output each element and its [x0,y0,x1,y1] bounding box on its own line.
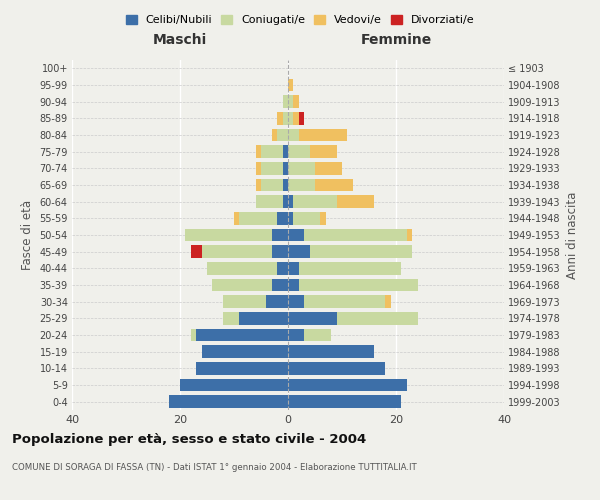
Text: Maschi: Maschi [153,32,207,46]
Bar [239,212,277,224]
Bar [283,162,288,174]
Bar [288,329,304,341]
Bar [293,212,320,224]
Bar [266,296,288,308]
Text: COMUNE DI SORAGA DI FASSA (TN) - Dati ISTAT 1° gennaio 2004 - Elaborazione TUTTI: COMUNE DI SORAGA DI FASSA (TN) - Dati IS… [12,462,417,471]
Bar [196,362,288,374]
Bar [180,379,288,391]
Bar [283,196,288,208]
Bar [272,246,288,258]
Bar [310,146,337,158]
Bar [256,162,261,174]
Bar [256,179,261,192]
Bar [277,129,288,141]
Bar [337,312,418,324]
Bar [288,229,304,241]
Bar [256,196,283,208]
Bar [272,229,288,241]
Bar [288,279,299,291]
Bar [277,262,288,274]
Bar [320,212,326,224]
Bar [191,329,196,341]
Bar [283,146,288,158]
Bar [304,329,331,341]
Bar [385,296,391,308]
Bar [272,129,277,141]
Text: Femmine: Femmine [361,32,431,46]
Bar [202,246,272,258]
Bar [288,346,374,358]
Y-axis label: Fasce di età: Fasce di età [21,200,34,270]
Bar [299,262,401,274]
Bar [239,312,288,324]
Bar [207,262,277,274]
Bar [202,346,288,358]
Legend: Celibi/Nubili, Coniugati/e, Vedovi/e, Divorziati/e: Celibi/Nubili, Coniugati/e, Vedovi/e, Di… [121,10,479,30]
Bar [288,196,293,208]
Bar [293,112,299,124]
Bar [261,162,283,174]
Bar [169,396,288,408]
Bar [283,96,288,108]
Bar [191,246,202,258]
Bar [310,246,412,258]
Bar [288,362,385,374]
Bar [288,112,293,124]
Bar [304,296,385,308]
Bar [196,329,288,341]
Bar [261,146,283,158]
Bar [283,179,288,192]
Bar [288,396,401,408]
Bar [293,96,299,108]
Bar [299,112,304,124]
Bar [261,179,283,192]
Bar [288,179,315,192]
Bar [223,296,266,308]
Bar [288,129,299,141]
Text: Popolazione per età, sesso e stato civile - 2004: Popolazione per età, sesso e stato civil… [12,432,366,446]
Bar [288,146,310,158]
Bar [315,162,342,174]
Bar [288,246,310,258]
Bar [283,112,288,124]
Bar [223,312,239,324]
Bar [288,312,337,324]
Bar [212,279,272,291]
Bar [293,196,337,208]
Bar [272,279,288,291]
Bar [288,96,293,108]
Bar [185,229,272,241]
Bar [337,196,374,208]
Bar [288,162,315,174]
Bar [277,112,283,124]
Bar [288,379,407,391]
Bar [288,296,304,308]
Bar [288,212,293,224]
Bar [299,279,418,291]
Y-axis label: Anni di nascita: Anni di nascita [566,192,580,278]
Bar [288,262,299,274]
Bar [234,212,239,224]
Bar [407,229,412,241]
Bar [299,129,347,141]
Bar [277,212,288,224]
Bar [288,79,293,92]
Bar [315,179,353,192]
Bar [304,229,407,241]
Bar [256,146,261,158]
